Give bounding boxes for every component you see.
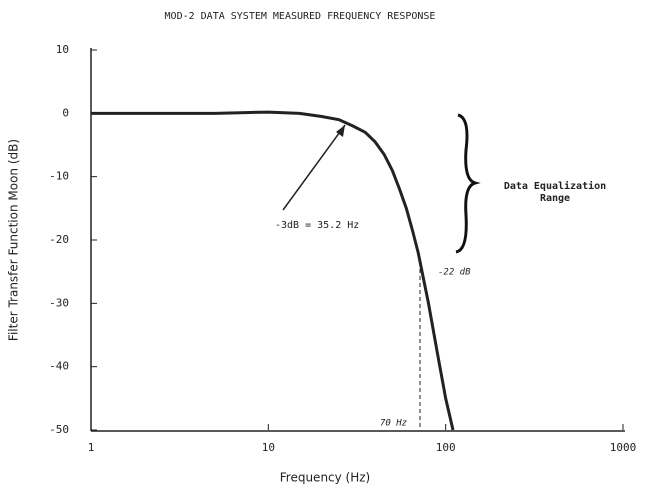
brace bbox=[455, 113, 481, 254]
annotation: -22 dB bbox=[438, 268, 471, 278]
x-tick-label: 1000 bbox=[610, 441, 637, 454]
y-axis-label: Filter Transfer Function Moon (dB) bbox=[7, 139, 21, 341]
x-tick-label: 1 bbox=[88, 441, 95, 454]
annotation: Data Equalization bbox=[504, 180, 606, 192]
y-tick-label: -20 bbox=[49, 233, 69, 246]
annotation: 70 Hz bbox=[380, 419, 407, 429]
y-tick-label: -30 bbox=[49, 296, 69, 309]
chart-title: MOD-2 DATA SYSTEM MEASURED FREQUENCY RES… bbox=[165, 11, 436, 22]
y-tick-label: -10 bbox=[49, 170, 69, 183]
x-tick-label: 10 bbox=[262, 441, 275, 454]
y-tick-label: -50 bbox=[49, 423, 69, 436]
x-tick-label: 100 bbox=[436, 441, 456, 454]
annotation: Range bbox=[540, 193, 570, 204]
y-tick-label: 0 bbox=[62, 106, 69, 119]
y-tick-label: -40 bbox=[49, 360, 69, 373]
x-axis-label: Frequency (Hz) bbox=[280, 471, 371, 485]
arrow bbox=[282, 124, 346, 211]
arrow-head bbox=[336, 125, 345, 137]
line bbox=[91, 110, 455, 431]
annotation: -3dB = 35.2 Hz bbox=[275, 220, 359, 231]
y-tick-label: 10 bbox=[56, 43, 69, 56]
